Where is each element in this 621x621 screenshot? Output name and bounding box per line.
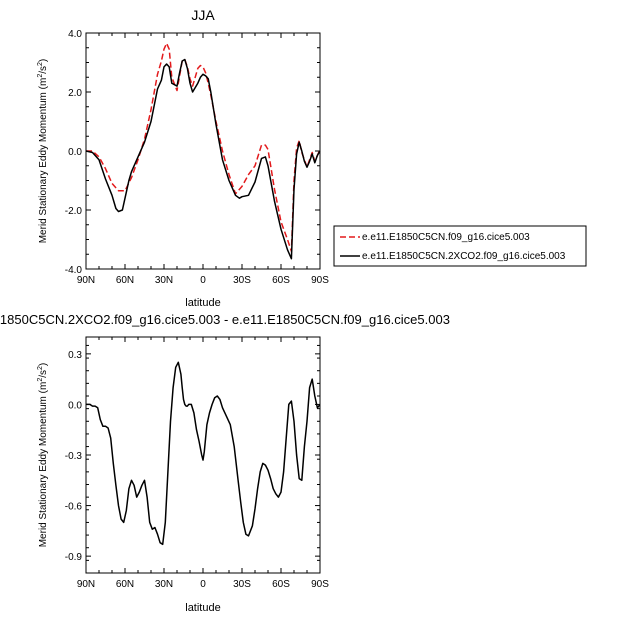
top-x-axis-label: latitude bbox=[185, 297, 220, 309]
bottom-x-tick-label: 90S bbox=[311, 579, 329, 590]
bottom-y-axis-label-end: ) bbox=[38, 363, 49, 366]
legend-label-control: e.e11.E1850C5CN.f09_g16.cice5.003 bbox=[362, 232, 530, 243]
bottom-y-axis-label-sup2: 2 bbox=[37, 366, 44, 370]
top-chart-title: JJA bbox=[191, 7, 215, 23]
bottom-x-tick-label: 30S bbox=[233, 579, 251, 590]
top-y-tick-label: 2.0 bbox=[68, 88, 82, 99]
top-x-tick-label: 0 bbox=[200, 275, 206, 286]
bottom-x-tick-label: 60N bbox=[116, 579, 134, 590]
top-x-tick-label: 90N bbox=[77, 275, 95, 286]
bottom-series-line-0 bbox=[86, 361, 321, 546]
top-y-tick-label: 4.0 bbox=[68, 29, 82, 40]
bottom-y-tick-label: 0.3 bbox=[68, 350, 82, 361]
top-axis-ticks: 90N 60N 30N 0 30S 60S 90S 4.0 2.0 0.0 -2.0 -4.0 bbox=[65, 29, 329, 286]
top-x-tick-label: 60N bbox=[116, 275, 134, 286]
top-x-tick-label: 30N bbox=[155, 275, 173, 286]
bottom-chart-title: e.e11.E1850C5CN.2XCO2.f09_g16.cice5.003 … bbox=[0, 312, 450, 327]
top-y-axis-label: Merid Stationary Eddy Momentum (m2/s2) bbox=[37, 59, 49, 244]
top-y-axis-label-main: Merid Stationary Eddy Momentum (m bbox=[38, 78, 49, 244]
legend-box bbox=[333, 225, 587, 267]
legend: e.e11.E1850C5CN.f09_g16.cice5.003 e.e11.… bbox=[333, 225, 587, 267]
top-y-axis-label-sup2: 2 bbox=[37, 62, 44, 66]
bottom-plot-frame bbox=[85, 336, 321, 574]
top-y-tick-label: 0.0 bbox=[68, 147, 82, 158]
top-y-tick-label: -4.0 bbox=[65, 265, 83, 276]
top-y-tick-label: -2.0 bbox=[65, 206, 83, 217]
bottom-y-axis-label: Merid Stationary Eddy Momentum (m2/s2) bbox=[37, 363, 49, 548]
bottom-x-tick-label: 30N bbox=[155, 579, 173, 590]
top-x-tick-label: 90S bbox=[311, 275, 329, 286]
bottom-x-tick-label: 60S bbox=[272, 579, 290, 590]
top-plot-frame bbox=[85, 32, 321, 270]
top-series-line-1 bbox=[85, 58, 321, 260]
bottom-y-tick-label: -0.6 bbox=[65, 502, 83, 513]
top-y-axis-label-mid: /s bbox=[38, 66, 49, 74]
bottom-x-tick-label: 0 bbox=[200, 579, 206, 590]
top-y-axis-label-sup1: 2 bbox=[37, 74, 44, 78]
bottom-x-axis-label: latitude bbox=[185, 602, 220, 614]
top-y-axis-label-end: ) bbox=[38, 59, 49, 62]
bottom-y-tick-label: 0.0 bbox=[68, 400, 82, 411]
top-x-tick-label: 30S bbox=[233, 275, 251, 286]
top-x-tick-label: 60S bbox=[272, 275, 290, 286]
bottom-y-axis-label-mid: /s bbox=[38, 370, 49, 378]
bottom-panel: e.e11.E1850C5CN.2XCO2.f09_g16.cice5.003 … bbox=[0, 312, 450, 614]
legend-label-2xco2: e.e11.E1850C5CN.2XCO2.f09_g16.cice5.003 bbox=[362, 251, 566, 262]
bottom-y-tick-label: -0.3 bbox=[65, 451, 83, 462]
bottom-series-lines bbox=[86, 361, 321, 546]
top-series-lines bbox=[85, 42, 321, 260]
bottom-y-tick-label: -0.9 bbox=[65, 552, 83, 563]
bottom-x-tick-label: 90N bbox=[77, 579, 95, 590]
bottom-y-axis-label-main: Merid Stationary Eddy Momentum (m bbox=[38, 382, 49, 548]
bottom-y-axis-label-sup1: 2 bbox=[37, 378, 44, 382]
top-panel: JJA 90N 60N 30N 0 30S 60S 90S 4.0 2.0 0.0 -2.0 -4.0… bbox=[37, 7, 587, 309]
bottom-axis-ticks: 90N 60N 30N 0 30S 60S 90S 0.3 0.0 -0.3 -0.6 -0.9 bbox=[65, 337, 329, 590]
